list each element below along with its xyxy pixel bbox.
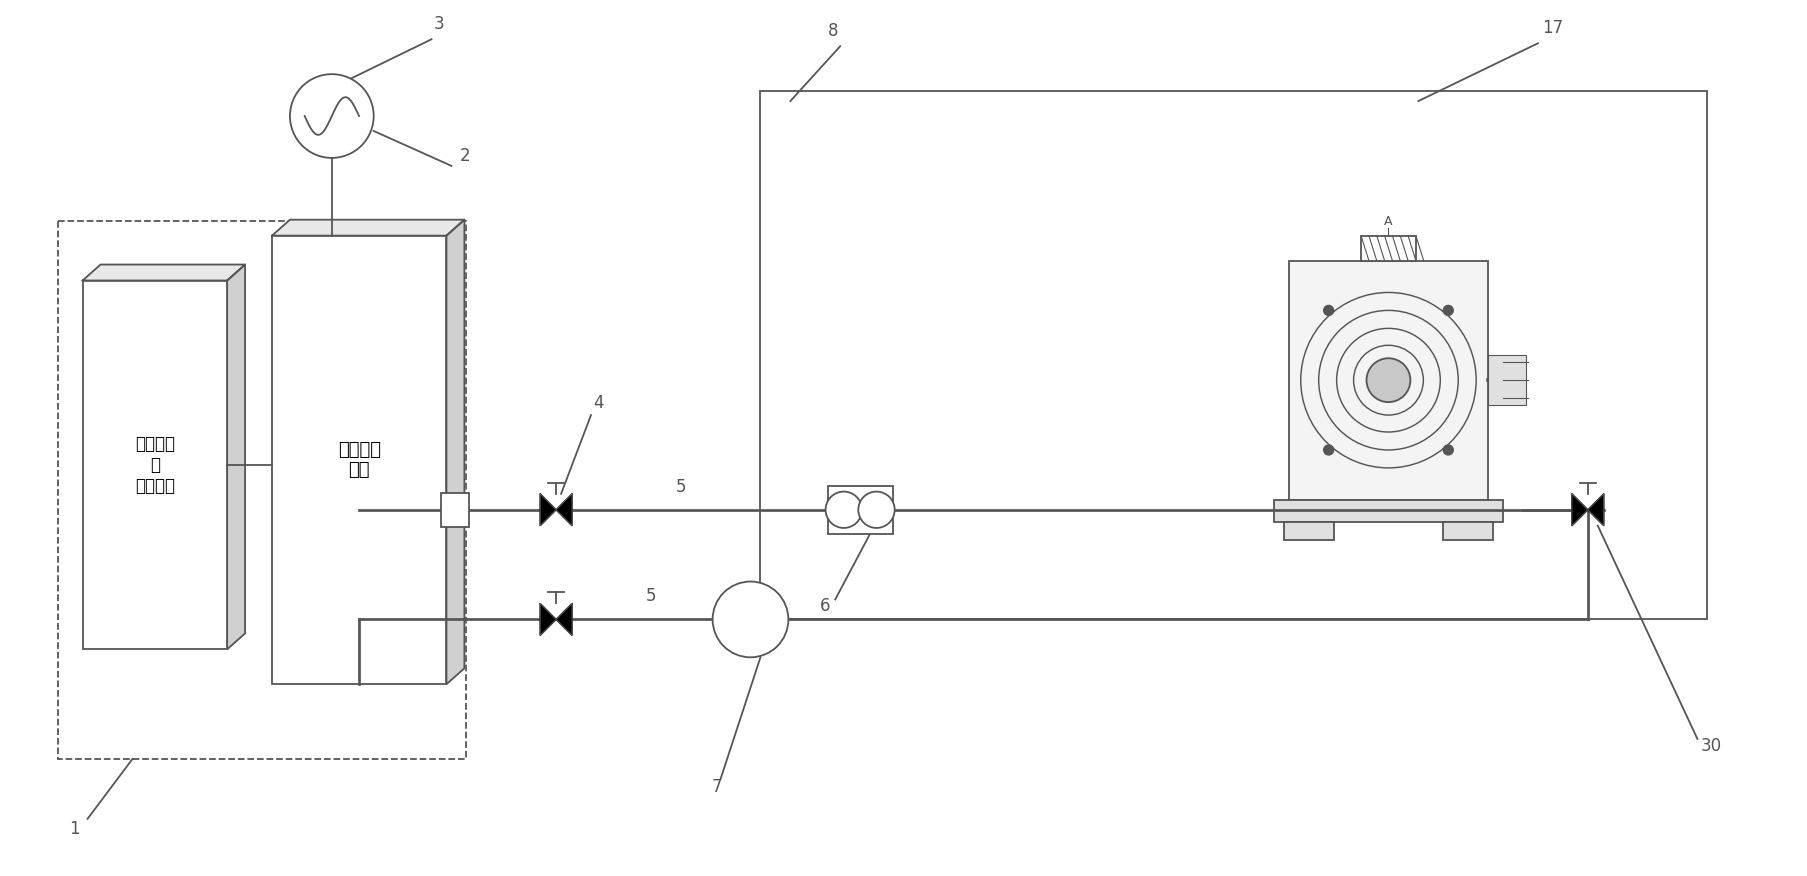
Polygon shape xyxy=(228,265,246,649)
Text: 5: 5 xyxy=(645,588,656,605)
Polygon shape xyxy=(83,265,246,280)
Polygon shape xyxy=(540,604,557,635)
Circle shape xyxy=(826,491,862,528)
Bar xyxy=(1361,236,1415,260)
Text: 故障模拟
装置: 故障模拟 装置 xyxy=(338,441,381,479)
Bar xyxy=(271,236,446,684)
Polygon shape xyxy=(1587,494,1603,526)
Bar xyxy=(761,91,1706,619)
Text: 4: 4 xyxy=(593,394,604,412)
Text: 7: 7 xyxy=(710,778,721,796)
Polygon shape xyxy=(540,494,557,526)
Text: 2: 2 xyxy=(459,147,470,165)
Bar xyxy=(441,493,470,526)
Bar xyxy=(1288,260,1487,500)
Circle shape xyxy=(712,582,788,657)
Bar xyxy=(1283,522,1334,540)
Polygon shape xyxy=(557,604,571,635)
Circle shape xyxy=(1323,306,1334,315)
Bar xyxy=(58,221,466,759)
Circle shape xyxy=(858,491,894,528)
Text: 30: 30 xyxy=(1700,737,1720,755)
Bar xyxy=(83,280,228,649)
Text: 3: 3 xyxy=(434,15,445,33)
Circle shape xyxy=(1442,445,1453,455)
Bar xyxy=(828,486,893,533)
Text: 6: 6 xyxy=(819,597,829,616)
Polygon shape xyxy=(271,220,464,236)
Bar xyxy=(1442,522,1493,540)
Text: 1: 1 xyxy=(69,820,80,837)
Polygon shape xyxy=(557,494,571,526)
Text: 8: 8 xyxy=(828,22,838,40)
Bar xyxy=(1274,500,1502,522)
Circle shape xyxy=(1366,358,1409,402)
Polygon shape xyxy=(446,220,464,684)
Text: A: A xyxy=(1384,215,1391,228)
Circle shape xyxy=(289,74,374,158)
Polygon shape xyxy=(1570,494,1587,526)
Circle shape xyxy=(1442,306,1453,315)
Text: 17: 17 xyxy=(1541,19,1563,38)
Circle shape xyxy=(1323,445,1334,455)
Text: 放电或过
热
发生模块: 放电或过 热 发生模块 xyxy=(136,435,175,495)
Bar xyxy=(1487,356,1525,405)
Text: 5: 5 xyxy=(676,477,685,496)
